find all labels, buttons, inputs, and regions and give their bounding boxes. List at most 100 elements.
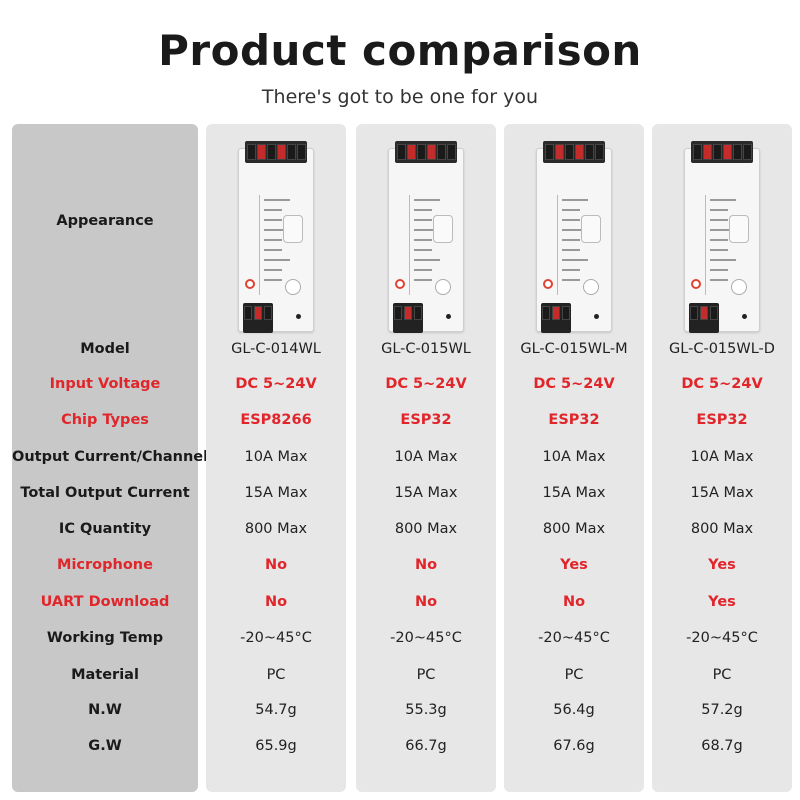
cell-n-w: 55.3g [405,702,447,718]
row-label-appearance: Appearance [56,213,154,229]
indicator-icon [285,279,301,295]
indicator-icon [435,279,451,295]
label-column: Appearance Model Input Voltage Chip Types Ou… [12,124,209,792]
cell-total-output-current: 15A Max [244,485,308,501]
cell-g-w: 65.9g [255,738,297,754]
cell-n-w: 57.2g [701,702,743,718]
cell-uart-download: Yes [708,594,736,610]
product-image [684,141,760,333]
device-label [259,195,293,295]
led-icon [446,314,451,319]
cell-uart-download: No [562,594,586,610]
cell-total-output-current: 15A Max [690,485,754,501]
cell-chip-types: ESP32 [696,412,748,428]
row-label-total-output-current: Total Output Current [20,485,190,501]
input-terminal [243,303,273,333]
cell-uart-download: No [264,594,288,610]
cell-total-output-current: 15A Max [542,485,606,501]
cell-model: GL-C-015WL-D [669,341,775,357]
product-column-2: GL-C-015WL DC 5~24V ESP32 10A Max 15A Max 800… [356,124,496,792]
led-icon [742,314,747,319]
row-label-chip-types: Chip Types [61,412,149,428]
product-column-1: GL-C-014WL DC 5~24V ESP8266 10A Max 15A Max 8… [206,124,346,792]
device-label [705,195,739,295]
cell-output-current-channel: 10A Max [244,449,308,465]
row-label-input-voltage: Input Voltage [49,376,161,392]
row-label-material: Material [71,667,139,683]
row-label-output-current-channel: Output Current/Channel [12,449,209,465]
cell-input-voltage: DC 5~24V [385,376,467,392]
terminal-block [395,141,457,163]
cell-ic-quantity: 800 Max [542,521,606,537]
cell-output-current-channel: 10A Max [542,449,606,465]
led-icon [594,314,599,319]
cell-model: GL-C-015WL [381,341,471,357]
reset-button-icon [581,215,601,243]
cell-total-output-current: 15A Max [394,485,458,501]
cell-model: GL-C-014WL [231,341,321,357]
indicator-icon [731,279,747,295]
terminal-block [543,141,605,163]
cell-material: PC [266,667,286,683]
cell-working-temp: -20~45°C [390,630,462,646]
cell-g-w: 67.6g [553,738,595,754]
cell-chip-types: ESP32 [400,412,452,428]
cell-microphone: No [414,557,438,573]
indicator-icon [583,279,599,295]
device-label [557,195,591,295]
reset-button-icon [433,215,453,243]
cell-input-voltage: DC 5~24V [533,376,615,392]
logo-icon [395,279,405,289]
input-terminal [541,303,571,333]
cell-output-current-channel: 10A Max [690,449,754,465]
cell-material: PC [712,667,732,683]
page-title: Product comparison [158,26,642,75]
product-image [238,141,314,333]
input-terminal [689,303,719,333]
terminal-block [691,141,753,163]
cell-n-w: 54.7g [255,702,297,718]
cell-chip-types: ESP8266 [240,412,312,428]
row-label-model: Model [80,341,130,357]
cell-ic-quantity: 800 Max [244,521,308,537]
reset-button-icon [729,215,749,243]
reset-button-icon [283,215,303,243]
cell-uart-download: No [414,594,438,610]
row-label-microphone: Microphone [57,557,153,573]
device-label [409,195,443,295]
product-image [536,141,612,333]
cell-ic-quantity: 800 Max [690,521,754,537]
cell-microphone: No [264,557,288,573]
cell-working-temp: -20~45°C [686,630,758,646]
led-icon [296,314,301,319]
cell-n-w: 56.4g [553,702,595,718]
cell-working-temp: -20~45°C [538,630,610,646]
row-label-n-w: N.W [88,702,122,718]
row-label-uart-download: UART Download [40,594,170,610]
cell-material: PC [564,667,584,683]
cell-output-current-channel: 10A Max [394,449,458,465]
cell-material: PC [416,667,436,683]
logo-icon [691,279,701,289]
cell-chip-types: ESP32 [548,412,600,428]
cell-working-temp: -20~45°C [240,630,312,646]
cell-input-voltage: DC 5~24V [235,376,317,392]
row-label-g-w: G.W [88,738,122,754]
cell-input-voltage: DC 5~24V [681,376,763,392]
cell-g-w: 66.7g [405,738,447,754]
product-image [388,141,464,333]
terminal-block [245,141,307,163]
product-column-4: GL-C-015WL-D DC 5~24V ESP32 10A Max 15A Max 8… [652,124,792,792]
page-subtitle: There's got to be one for you [261,86,539,108]
logo-icon [543,279,553,289]
row-label-ic-quantity: IC Quantity [58,521,152,537]
cell-g-w: 68.7g [701,738,743,754]
cell-model: GL-C-015WL-M [520,341,628,357]
logo-icon [245,279,255,289]
row-label-working-temp: Working Temp [46,630,164,646]
cell-microphone: Yes [708,557,736,573]
cell-microphone: Yes [560,557,588,573]
cell-ic-quantity: 800 Max [394,521,458,537]
input-terminal [393,303,423,333]
product-column-3: GL-C-015WL-M DC 5~24V ESP32 10A Max 15A Max 8… [504,124,644,792]
